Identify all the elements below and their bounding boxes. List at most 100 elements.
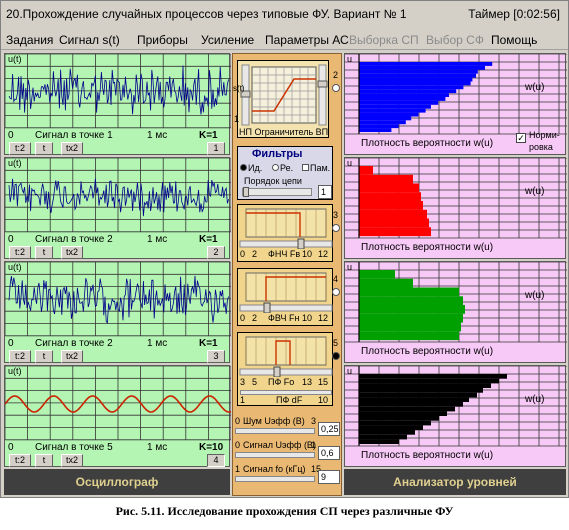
- channel-ylabel: u(t): [8, 366, 22, 376]
- channel-time-label: 1 мс: [147, 234, 168, 245]
- histogram-bar: [359, 166, 373, 175]
- filter-slider[interactable]: [239, 240, 333, 248]
- histogram-label: Плотность вероятности w(u): [361, 346, 494, 357]
- time-scale-button-1[interactable]: t:2: [9, 246, 31, 259]
- control-slider[interactable]: [235, 476, 315, 482]
- filter-option-memory[interactable]: Пам.: [302, 163, 330, 173]
- oscilloscope-channel-3: u(t) 0 Сигнал в точке 2 1 мс K=1 t:2 t tx2 3: [4, 261, 231, 363]
- filter-slider-thumb[interactable]: [263, 302, 271, 314]
- histogram-bar: [359, 104, 431, 109]
- control-value-input[interactable]: 0,25: [318, 422, 340, 436]
- filter-slider-thumb[interactable]: [297, 238, 305, 250]
- filter-tick-2: 10: [302, 249, 313, 259]
- control-panel: НП Ограничитель ВП s(t) 1 2 Фильтры Ид. …: [232, 53, 342, 496]
- histogram-bar: [359, 73, 476, 78]
- histogram-bar: [359, 402, 463, 407]
- channel-gain-label: K=1: [199, 338, 218, 349]
- histogram-plot: [345, 54, 567, 135]
- control-max: 1: [311, 440, 317, 450]
- control-min: 0: [235, 416, 241, 426]
- menu-item-sample[interactable]: Выборка СП: [349, 33, 419, 47]
- figure-caption: Рис. 5.11. Исследование прохождения СП ч…: [115, 504, 454, 518]
- control-label: Сигнал Uэфф (В): [243, 440, 316, 450]
- time-scale-button-3[interactable]: tx2: [61, 142, 83, 155]
- filter-option-ideal[interactable]: Ид.: [240, 163, 262, 173]
- menu-item-help[interactable]: Помощь: [491, 33, 538, 47]
- filter-tick-2: 13: [302, 377, 313, 387]
- filter-point-radio[interactable]: [332, 352, 340, 360]
- histogram-bar: [359, 85, 464, 90]
- menu-item-signal[interactable]: Сигнал s(t): [59, 33, 120, 47]
- histogram-panel-2: w(u) u Плотность вероятности w(u): [344, 157, 567, 259]
- histogram-panel-1: w(u) u Плотность вероятности w(u) ✓ Норми-ро…: [344, 53, 567, 155]
- filter-slider[interactable]: [239, 304, 333, 312]
- control-value-input[interactable]: 0,6: [318, 446, 340, 460]
- time-scale-button-3[interactable]: tx2: [61, 246, 83, 259]
- histogram-panel-3: w(u) u Плотность вероятности w(u): [344, 261, 567, 363]
- time-scale-button-3[interactable]: tx2: [61, 454, 83, 467]
- filter-block-hpf: 0 2 ФВЧ Fн 10 12: [237, 268, 333, 326]
- channel-plot: [5, 158, 231, 233]
- control-slider[interactable]: [235, 428, 315, 434]
- order-input[interactable]: 1: [318, 185, 332, 199]
- control-max: 15: [311, 464, 322, 474]
- histogram-bar: [359, 278, 413, 288]
- histogram-bar: [359, 322, 461, 332]
- noise-signal-trace: [8, 275, 229, 324]
- filter-slider[interactable]: [239, 368, 333, 376]
- histogram-bar: [359, 296, 463, 306]
- control-label: Сигнал fo (кГц): [243, 464, 306, 474]
- histogram-bar: [359, 124, 399, 129]
- channel-zero-label: 0: [8, 130, 14, 141]
- histogram-bar: [359, 416, 439, 421]
- menu-item-filter-select[interactable]: Выбор СФ: [426, 33, 484, 47]
- channel-gain-label: K=1: [199, 130, 218, 141]
- histogram-bar: [359, 430, 415, 435]
- control-label: Шум Uэфф (В): [243, 416, 305, 426]
- histogram-bar: [359, 120, 406, 125]
- channel-number-button[interactable]: 4: [207, 454, 225, 467]
- time-scale-button-2[interactable]: t: [35, 350, 53, 363]
- control-slider[interactable]: [235, 452, 315, 458]
- time-scale-button-1[interactable]: t:2: [9, 350, 31, 363]
- bandwidth-tick-0: 1: [240, 395, 246, 405]
- filter-tick-0: 3: [240, 377, 246, 387]
- filter-label: ФНЧ Fв: [268, 249, 301, 259]
- filter-point-radio[interactable]: [332, 224, 340, 232]
- limiter-point-radio[interactable]: [332, 84, 340, 92]
- filter-point-radio[interactable]: [332, 288, 340, 296]
- channel-time-label: 1 мс: [147, 338, 168, 349]
- histogram-panel-4: w(u) u Плотность вероятности w(u): [344, 365, 567, 467]
- bandwidth-slider[interactable]: [240, 390, 332, 395]
- channel-number-button[interactable]: 1: [207, 142, 225, 155]
- time-scale-button-2[interactable]: t: [35, 142, 53, 155]
- channel-plot: [5, 54, 231, 129]
- filter-slider-thumb[interactable]: [273, 366, 281, 378]
- menu-item-tasks[interactable]: Задания: [6, 33, 54, 47]
- histogram-plot: [345, 262, 567, 343]
- time-scale-button-3[interactable]: tx2: [61, 350, 83, 363]
- time-scale-button-2[interactable]: t: [35, 454, 53, 467]
- menu-item-instruments[interactable]: Приборы: [137, 33, 188, 47]
- control-value-input[interactable]: 9: [318, 470, 340, 484]
- menu-item-gain[interactable]: Усиление: [201, 33, 255, 47]
- channel-plot: [5, 366, 231, 441]
- normalization-checkbox[interactable]: ✓: [516, 133, 526, 143]
- time-scale-button-1[interactable]: t:2: [9, 142, 31, 155]
- histogram-bar: [359, 108, 426, 113]
- menu-bar: Задания Сигнал s(t) Приборы Усиление Пар…: [1, 28, 568, 50]
- channel-number-button[interactable]: 2: [207, 246, 225, 259]
- limiter-block: НП Ограничитель ВП: [237, 60, 329, 138]
- histogram-bar: [359, 420, 431, 426]
- channel-ylabel: u(t): [8, 262, 22, 272]
- histogram-bar: [359, 227, 431, 237]
- order-slider[interactable]: [242, 187, 312, 197]
- filter-option-real[interactable]: Ре.: [272, 163, 293, 173]
- menu-item-parameters[interactable]: Параметры АС: [265, 33, 349, 47]
- time-scale-button-2[interactable]: t: [35, 246, 53, 259]
- histogram-bar: [359, 425, 423, 430]
- histogram-bar: [359, 374, 507, 379]
- time-scale-button-1[interactable]: t:2: [9, 454, 31, 467]
- channel-number-button[interactable]: 3: [207, 350, 225, 363]
- histogram-bar: [359, 97, 446, 101]
